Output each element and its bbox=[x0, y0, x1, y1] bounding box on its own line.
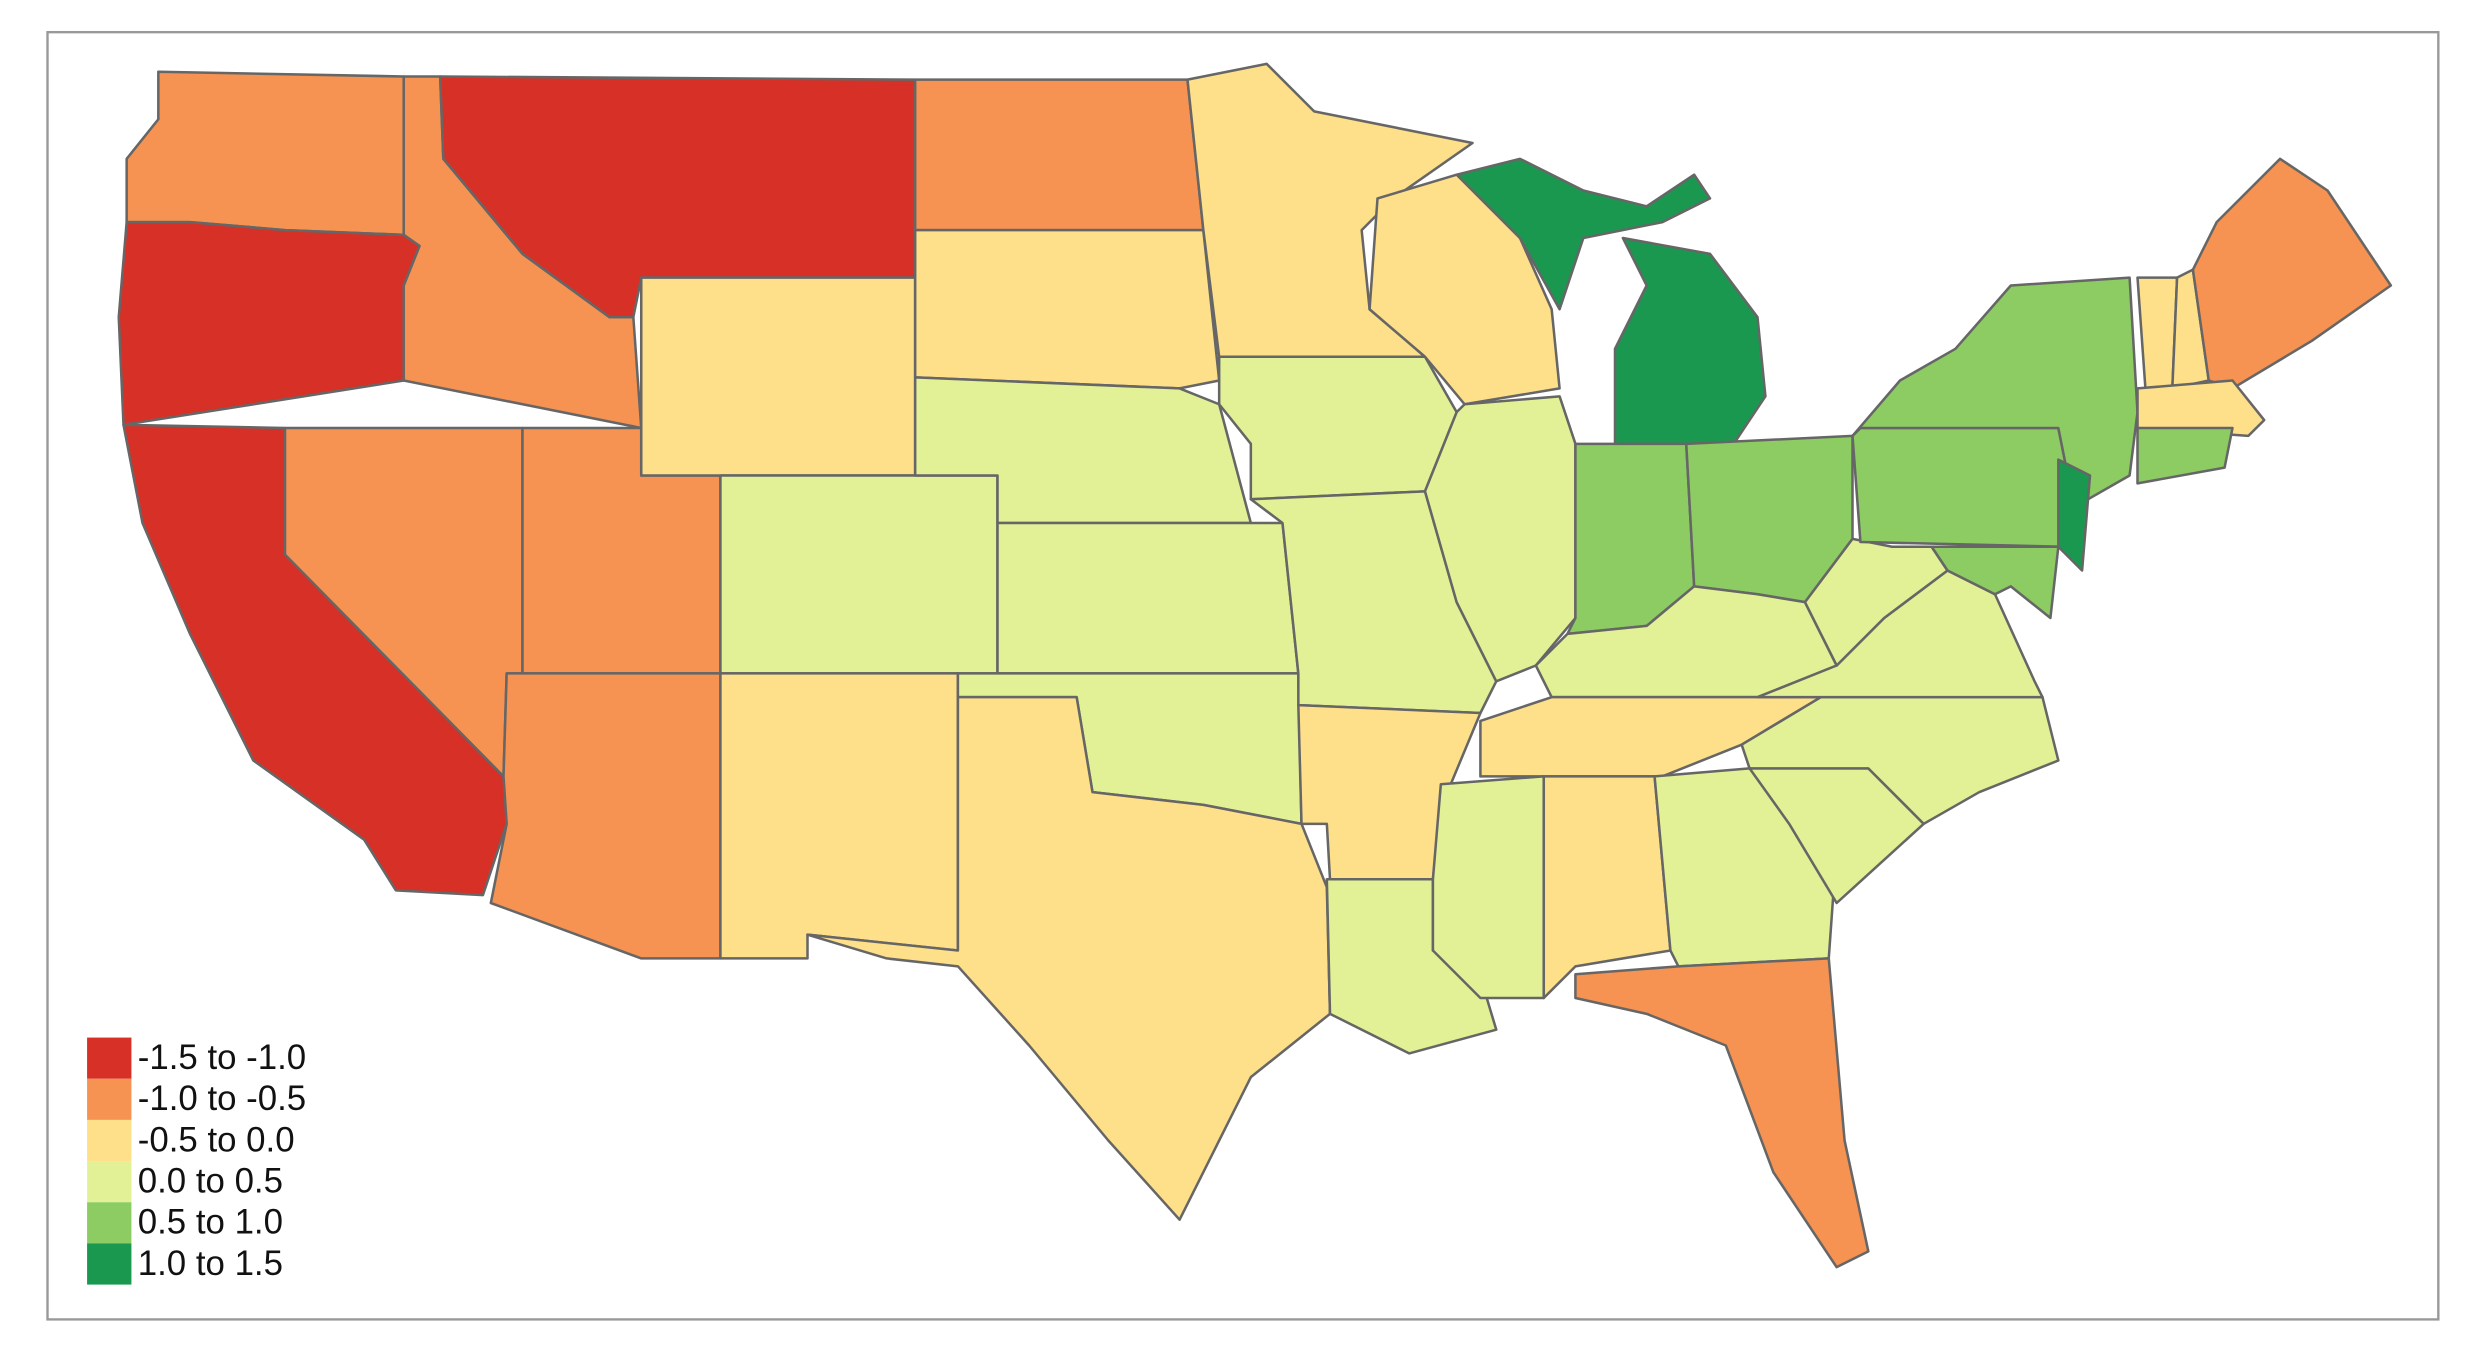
legend-swatch bbox=[87, 1119, 132, 1162]
state bbox=[1423, 395, 1577, 683]
state bbox=[913, 78, 1205, 232]
state bbox=[2136, 276, 2179, 390]
state bbox=[2057, 458, 2092, 572]
legend-swatch bbox=[87, 1161, 132, 1203]
state bbox=[1930, 545, 2060, 620]
state bbox=[2136, 426, 2234, 485]
state bbox=[719, 672, 960, 960]
legend-label: 0.5 to 1.0 bbox=[138, 1203, 283, 1242]
state bbox=[2136, 379, 2266, 438]
state bbox=[913, 228, 1221, 390]
legend-label: 0.0 to 0.5 bbox=[138, 1161, 283, 1200]
state bbox=[639, 276, 917, 477]
state bbox=[806, 695, 1332, 1221]
legend-swatch bbox=[87, 1202, 132, 1244]
state bbox=[1542, 775, 1672, 1000]
legend-swatch bbox=[87, 1078, 132, 1120]
state bbox=[489, 672, 722, 960]
legend: -1.5 to -1.0-1.0 to -0.5-0.5 to 0.00.0 t… bbox=[87, 1037, 306, 1285]
state bbox=[1851, 426, 2076, 549]
state bbox=[1431, 775, 1546, 1000]
legend-label: -0.5 to 0.0 bbox=[138, 1120, 295, 1159]
state bbox=[996, 521, 1300, 675]
legend-swatch bbox=[87, 1037, 132, 1079]
states bbox=[117, 62, 2393, 1269]
legend-label: 1.0 to 1.5 bbox=[138, 1244, 283, 1283]
legend-label: -1.0 to -0.5 bbox=[138, 1079, 306, 1118]
state bbox=[1455, 157, 1712, 311]
state bbox=[1574, 957, 1870, 1269]
state bbox=[125, 70, 406, 237]
legend-label: -1.5 to -1.0 bbox=[138, 1038, 306, 1077]
legend-swatch bbox=[87, 1243, 132, 1285]
state bbox=[719, 474, 999, 675]
state bbox=[1217, 355, 1458, 501]
state bbox=[1186, 62, 1474, 359]
